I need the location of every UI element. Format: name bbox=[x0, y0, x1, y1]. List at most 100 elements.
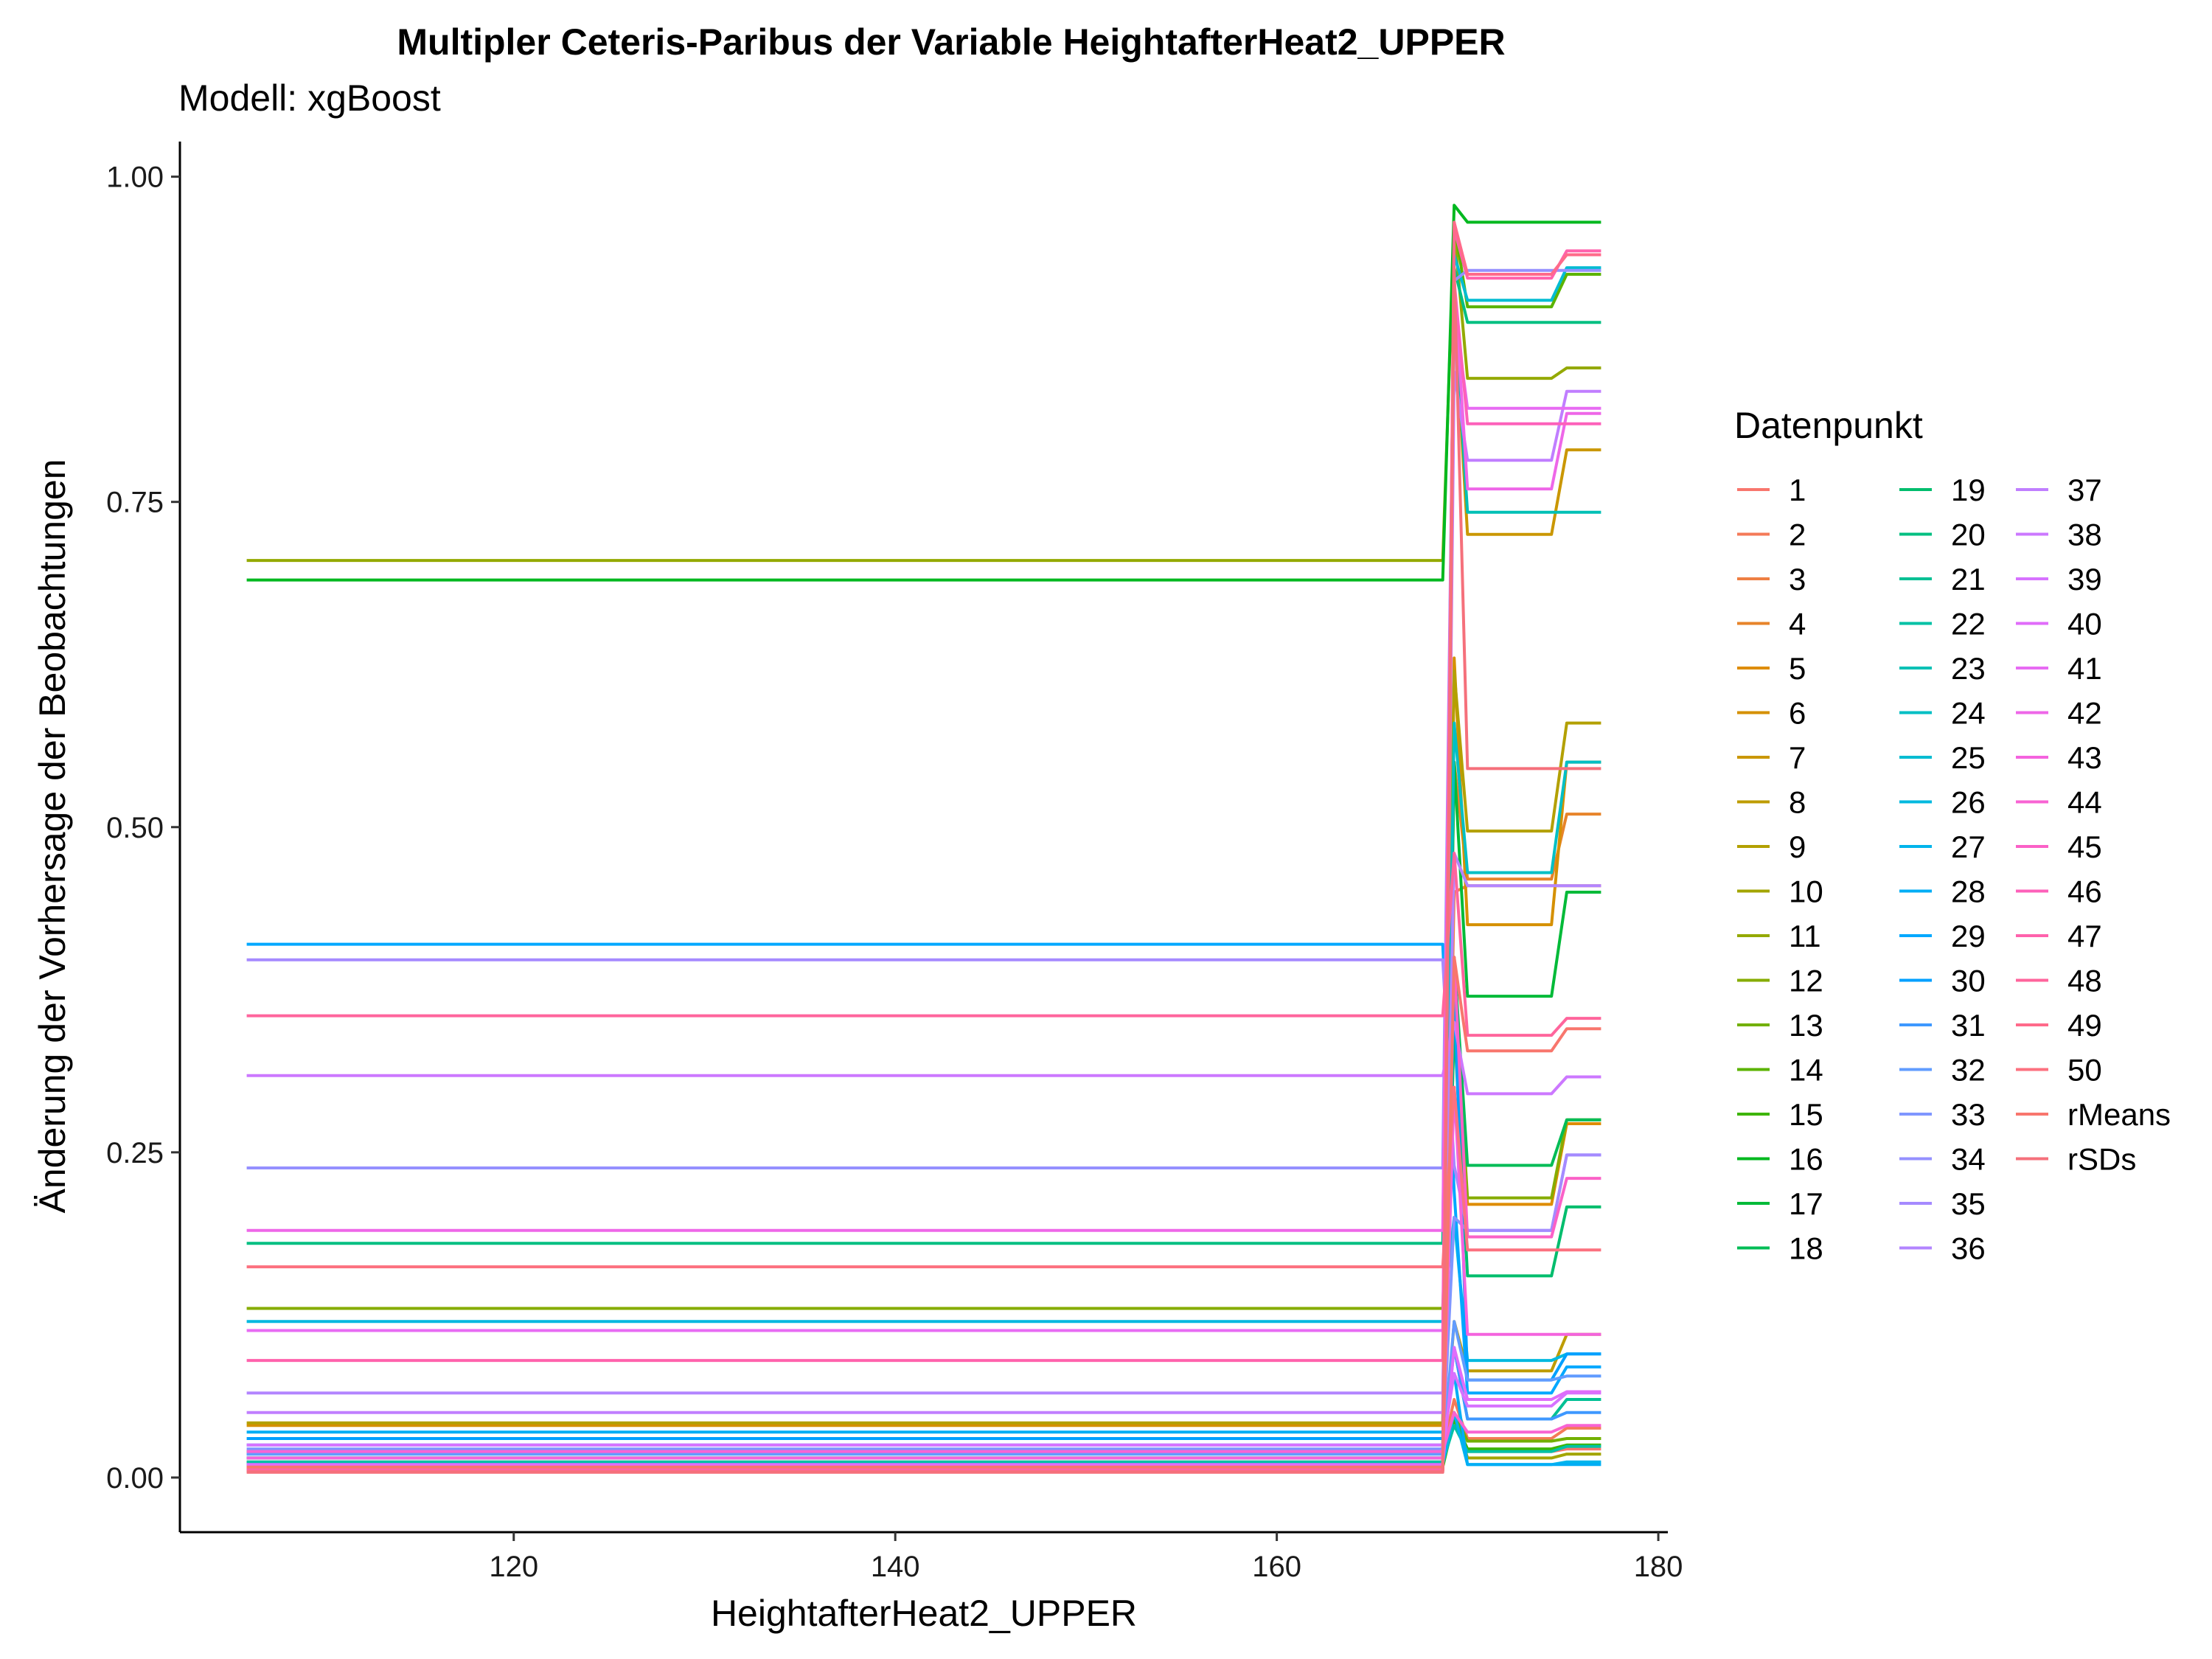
legend-label: 45 bbox=[2067, 830, 2102, 864]
series-line-32 bbox=[246, 1320, 1601, 1456]
series-line-39 bbox=[246, 1371, 1601, 1447]
legend-label: 37 bbox=[2067, 473, 2102, 507]
y-tick-label: 0.00 bbox=[106, 1462, 164, 1495]
series-line-7 bbox=[246, 305, 1601, 1472]
y-tick-label: 0.75 bbox=[106, 487, 164, 519]
legend-item-6: 6 bbox=[1737, 696, 1806, 731]
legend-label: 46 bbox=[2067, 874, 2102, 909]
legend-label: 12 bbox=[1789, 964, 1823, 998]
legend-item-15: 15 bbox=[1737, 1097, 1823, 1132]
legend-item-31: 31 bbox=[1899, 1008, 1986, 1043]
legend-item-5: 5 bbox=[1737, 651, 1806, 686]
legend-item-20: 20 bbox=[1899, 518, 1986, 552]
legend-label: 9 bbox=[1789, 830, 1806, 864]
legend-item-21: 21 bbox=[1899, 562, 1986, 597]
legend-item-44: 44 bbox=[2016, 785, 2102, 820]
legend-label: 27 bbox=[1951, 830, 1986, 864]
legend-label: 34 bbox=[1951, 1142, 1986, 1177]
legend-item-28: 28 bbox=[1899, 874, 1986, 909]
series-line-43 bbox=[246, 1085, 1601, 1460]
legend-item-rSDs: rSDs bbox=[2016, 1142, 2136, 1177]
x-tick-label: 120 bbox=[489, 1551, 538, 1583]
legend-label: 15 bbox=[1789, 1097, 1823, 1132]
legend-label: 41 bbox=[2067, 651, 2102, 686]
legend-label: 1 bbox=[1789, 473, 1806, 507]
series-line-48 bbox=[246, 852, 1601, 1037]
legend-item-3: 3 bbox=[1737, 562, 1806, 597]
legend-item-rMeans: rMeans bbox=[2016, 1097, 2171, 1132]
legend-item-38: 38 bbox=[2016, 518, 2102, 552]
x-axis-ticks: 120 140 160 180 bbox=[489, 1532, 1683, 1583]
series-line-33 bbox=[246, 1153, 1601, 1451]
series-line-31 bbox=[246, 1346, 1601, 1447]
legend-item-27: 27 bbox=[1899, 830, 1986, 864]
legend-item-19: 19 bbox=[1899, 473, 1986, 507]
legend-label: 7 bbox=[1789, 740, 1806, 775]
legend-label: 5 bbox=[1789, 651, 1806, 686]
series-line-45 bbox=[246, 956, 1601, 1469]
legend-item-34: 34 bbox=[1899, 1142, 1986, 1177]
legend: 1234567891011121314151617181920212223242… bbox=[1737, 473, 2171, 1266]
legend-item-17: 17 bbox=[1737, 1186, 1823, 1221]
legend-item-36: 36 bbox=[1899, 1231, 1986, 1266]
legend-item-25: 25 bbox=[1899, 740, 1986, 775]
series-line-17 bbox=[246, 760, 1601, 1460]
legend-label: 32 bbox=[1951, 1053, 1986, 1088]
legend-label: 40 bbox=[2067, 607, 2102, 641]
legend-label: 25 bbox=[1951, 740, 1986, 775]
legend-item-9: 9 bbox=[1737, 830, 1806, 864]
legend-label: 47 bbox=[2067, 919, 2102, 953]
series-line-18 bbox=[246, 956, 1601, 1467]
series-line-40 bbox=[246, 1346, 1601, 1467]
legend-label: 18 bbox=[1789, 1231, 1823, 1266]
series-line-29 bbox=[246, 942, 1601, 1395]
legend-label: 43 bbox=[2067, 740, 2102, 775]
legend-label: 19 bbox=[1951, 473, 1986, 507]
series-line-3 bbox=[246, 884, 1601, 1469]
series-line-21 bbox=[246, 1346, 1601, 1460]
legend-label: 2 bbox=[1789, 518, 1806, 552]
legend-item-46: 46 bbox=[2016, 874, 2102, 909]
x-tick-label: 180 bbox=[1634, 1551, 1683, 1583]
legend-item-30: 30 bbox=[1899, 964, 1986, 998]
legend-item-42: 42 bbox=[2016, 696, 2102, 731]
legend-item-48: 48 bbox=[2016, 964, 2102, 998]
series-line-rSDs bbox=[246, 266, 1601, 1474]
legend-item-8: 8 bbox=[1737, 785, 1806, 820]
series-line-30 bbox=[246, 981, 1601, 1440]
legend-item-37: 37 bbox=[2016, 473, 2102, 507]
series-layer bbox=[246, 204, 1601, 1474]
legend-item-35: 35 bbox=[1899, 1186, 1986, 1221]
legend-item-16: 16 bbox=[1737, 1142, 1823, 1177]
y-tick-label: 0.25 bbox=[106, 1137, 164, 1169]
legend-item-2: 2 bbox=[1737, 518, 1806, 552]
legend-label: 26 bbox=[1951, 785, 1986, 820]
legend-item-29: 29 bbox=[1899, 919, 1986, 953]
legend-label: 23 bbox=[1951, 651, 1986, 686]
series-line-50 bbox=[246, 1085, 1601, 1269]
legend-item-26: 26 bbox=[1899, 785, 1986, 820]
series-line-41 bbox=[246, 305, 1601, 1332]
series-line-26 bbox=[246, 1216, 1601, 1363]
legend-item-43: 43 bbox=[2016, 740, 2102, 775]
legend-label: 10 bbox=[1789, 874, 1823, 909]
legend-label: 24 bbox=[1951, 696, 1986, 731]
legend-item-39: 39 bbox=[2016, 562, 2102, 597]
legend-label: 16 bbox=[1789, 1142, 1823, 1177]
series-line-42 bbox=[246, 279, 1601, 1232]
chart-subtitle: Modell: xgBoost bbox=[178, 77, 441, 119]
series-line-4 bbox=[246, 760, 1601, 1473]
legend-label: 29 bbox=[1951, 919, 1986, 953]
series-line-12 bbox=[246, 981, 1601, 1310]
legend-label: rMeans bbox=[2067, 1097, 2171, 1132]
legend-item-32: 32 bbox=[1899, 1053, 1986, 1088]
series-line-36 bbox=[246, 852, 1601, 1395]
legend-label: 14 bbox=[1789, 1053, 1823, 1088]
legend-item-22: 22 bbox=[1899, 607, 1986, 641]
x-axis-title: HeightafterHeat2_UPPER bbox=[711, 1593, 1137, 1634]
legend-label: 30 bbox=[1951, 964, 1986, 998]
legend-item-40: 40 bbox=[2016, 607, 2102, 641]
series-line-23 bbox=[246, 305, 1601, 1453]
legend-label: 44 bbox=[2067, 785, 2102, 820]
